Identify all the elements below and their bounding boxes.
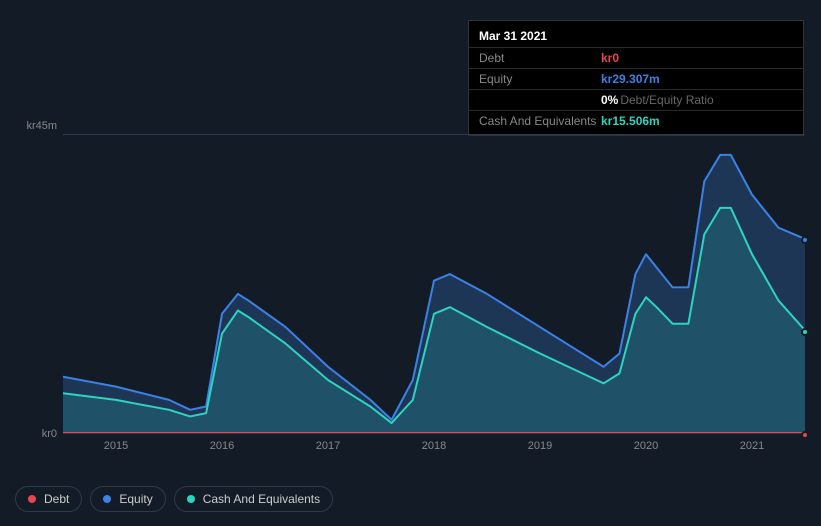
y-axis: kr45m kr0 <box>15 120 63 460</box>
chart-legend: Debt Equity Cash And Equivalents <box>15 486 333 512</box>
end-marker-debt <box>801 431 809 439</box>
legend-item-cash-and-equivalents[interactable]: Cash And Equivalents <box>174 486 333 512</box>
plot-area[interactable] <box>63 134 805 434</box>
tooltip-row-note: Debt/Equity Ratio <box>620 93 713 107</box>
tooltip-date: Mar 31 2021 <box>469 25 803 48</box>
x-tick: 2015 <box>104 440 128 452</box>
tooltip-row-value: kr0 <box>601 51 619 65</box>
debt-equity-chart: kr45m kr0 2015 2016 2017 2018 2019 2020 2021 <box>15 120 805 460</box>
x-axis: 2015 2016 2017 2018 2019 2020 2021 <box>63 440 805 460</box>
x-tick: 2020 <box>634 440 658 452</box>
legend-label: Debt <box>44 492 69 506</box>
chart-tooltip: Mar 31 2021 Debtkr0Equitykr29.307m0% Deb… <box>468 20 804 136</box>
tooltip-row-value: kr29.307m <box>601 72 660 86</box>
y-axis-max-label: kr45m <box>26 120 57 132</box>
end-marker-equity <box>801 236 809 244</box>
tooltip-row: Equitykr29.307m <box>469 69 803 90</box>
x-tick: 2018 <box>422 440 446 452</box>
x-tick: 2016 <box>210 440 234 452</box>
tooltip-row-label: Debt <box>479 51 601 65</box>
x-tick: 2017 <box>316 440 340 452</box>
legend-dot-icon <box>28 495 36 503</box>
end-marker-cash-and-equivalents <box>801 328 809 336</box>
tooltip-row-value: 0% <box>601 93 618 107</box>
legend-item-equity[interactable]: Equity <box>90 486 165 512</box>
legend-label: Cash And Equivalents <box>203 492 320 506</box>
tooltip-row-label: Equity <box>479 72 601 86</box>
legend-item-debt[interactable]: Debt <box>15 486 82 512</box>
tooltip-row: 0% Debt/Equity Ratio <box>469 90 803 111</box>
area-cash-and-equivalents <box>63 208 805 433</box>
legend-dot-icon <box>103 495 111 503</box>
tooltip-row-label <box>479 93 601 107</box>
legend-label: Equity <box>119 492 152 506</box>
x-tick: 2019 <box>528 440 552 452</box>
x-tick: 2021 <box>740 440 764 452</box>
legend-dot-icon <box>187 495 195 503</box>
y-axis-min-label: kr0 <box>42 428 57 440</box>
tooltip-row: Debtkr0 <box>469 48 803 69</box>
